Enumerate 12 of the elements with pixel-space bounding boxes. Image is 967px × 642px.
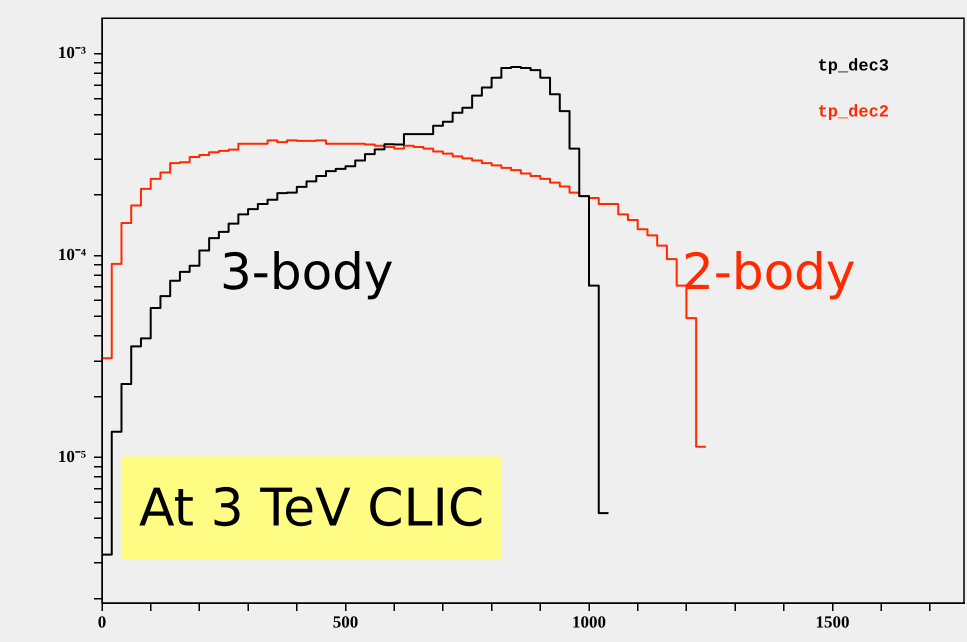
text: tp_dec2 [818, 103, 889, 122]
y-tick-label: 10⁻⁵ [58, 446, 86, 466]
annotation: At 3 TeV CLIC [139, 478, 484, 539]
y-tick-label: 10⁻⁴ [58, 244, 86, 264]
x-tick-label: 1000 [572, 612, 606, 632]
y-tick-label: 10⁻³ [58, 43, 86, 62]
x-tick-label: 1500 [816, 612, 850, 632]
x-tick-label: 0 [98, 612, 106, 632]
text: tp_dec3 [818, 57, 889, 76]
annotation: 3-body [220, 243, 394, 302]
x-tick-label: 500 [332, 612, 358, 632]
annotation: 2-body [682, 243, 856, 302]
